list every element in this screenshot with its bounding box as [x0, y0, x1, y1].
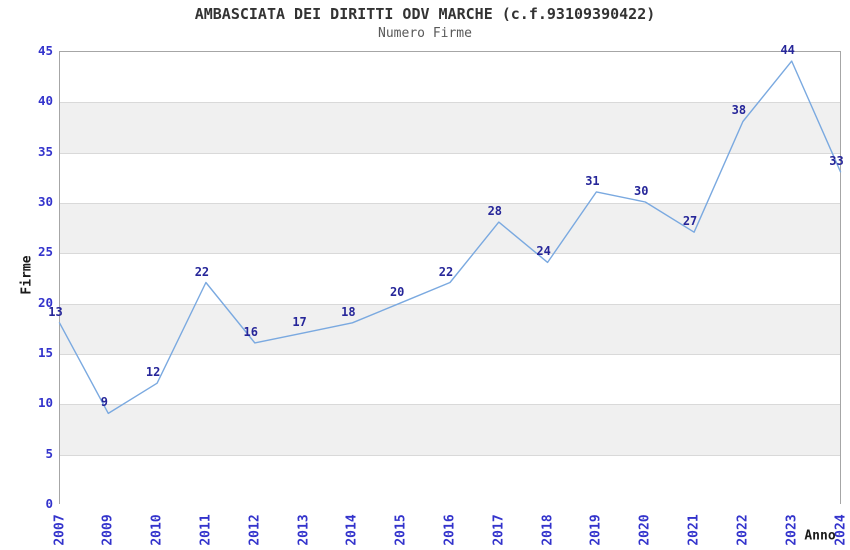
- data-label-2010: 12: [145, 365, 161, 380]
- x-tick-2016: 2016: [442, 514, 458, 546]
- gridline-y-5: [60, 454, 840, 456]
- gridline-y-20: [60, 303, 840, 305]
- chart-subtitle: Numero Firme: [378, 26, 472, 41]
- x-tick-2014: 2014: [344, 514, 360, 546]
- data-label-2013: 17: [292, 314, 307, 329]
- x-tick-2015: 2015: [393, 514, 409, 546]
- data-label-2009: 9: [100, 395, 108, 410]
- y-tick-45: 45: [37, 43, 53, 58]
- x-axis-title: Anno: [804, 528, 836, 544]
- data-label-2024: 33: [829, 153, 844, 168]
- x-tick-2010: 2010: [149, 514, 165, 546]
- y-axis-title: Firme: [19, 255, 35, 295]
- data-label-2014: 18: [341, 304, 356, 319]
- x-tick-2018: 2018: [540, 514, 556, 546]
- x-tick-2019: 2019: [588, 514, 604, 546]
- x-tick-2021: 2021: [686, 514, 702, 546]
- gridline-y-40: [60, 102, 840, 104]
- gridline-y-15: [60, 354, 840, 355]
- data-label-2012: 16: [243, 324, 258, 339]
- y-tick-20: 20: [37, 294, 53, 310]
- y-tick-40: 40: [37, 93, 53, 109]
- data-label-2016: 22: [438, 264, 454, 279]
- chart-title: AMBASCIATA DEI DIRITTI ODV MARCHE (c.f.9…: [194, 5, 656, 23]
- background-band: [60, 52, 840, 103]
- background-band: [60, 152, 840, 203]
- data-label-2022: 38: [731, 103, 747, 118]
- y-tick-10: 10: [37, 395, 53, 411]
- background-band: [60, 354, 840, 405]
- data-label-2023: 44: [780, 43, 795, 58]
- y-tick-0: 0: [45, 496, 53, 511]
- x-tick-2007: 2007: [52, 514, 67, 546]
- y-tick-5: 5: [45, 445, 53, 461]
- data-label-2021: 27: [682, 214, 698, 229]
- y-tick-15: 15: [37, 345, 53, 360]
- data-label-2015: 20: [389, 284, 405, 299]
- x-tick-2020: 2020: [637, 514, 653, 546]
- gridline-y-35: [60, 152, 840, 154]
- data-label-2007: 13: [48, 304, 63, 319]
- data-label-2019: 31: [585, 173, 600, 188]
- background-band: [60, 102, 840, 153]
- y-tick-30: 30: [37, 194, 53, 209]
- data-label-2011: 22: [194, 264, 210, 279]
- x-tick-2011: 2011: [198, 514, 214, 546]
- data-label-2018: 24: [536, 244, 551, 259]
- gridline-y-25: [60, 253, 840, 255]
- background-band: [60, 454, 840, 505]
- x-tick-2013: 2013: [296, 514, 312, 546]
- gridline-y-10: [60, 404, 840, 406]
- x-tick-2023: 2023: [784, 514, 800, 546]
- x-tick-2017: 2017: [491, 514, 507, 546]
- x-tick-2012: 2012: [247, 514, 263, 546]
- y-tick-35: 35: [37, 143, 53, 159]
- background-band: [60, 303, 840, 354]
- background-band: [60, 203, 840, 254]
- y-tick-25: 25: [37, 244, 53, 260]
- data-label-2017: 28: [487, 204, 503, 219]
- x-tick-2009: 2009: [100, 514, 116, 546]
- x-tick-2022: 2022: [735, 514, 751, 546]
- data-label-2020: 30: [634, 184, 649, 198]
- gridline-y-30: [60, 203, 840, 204]
- background-band: [60, 404, 840, 455]
